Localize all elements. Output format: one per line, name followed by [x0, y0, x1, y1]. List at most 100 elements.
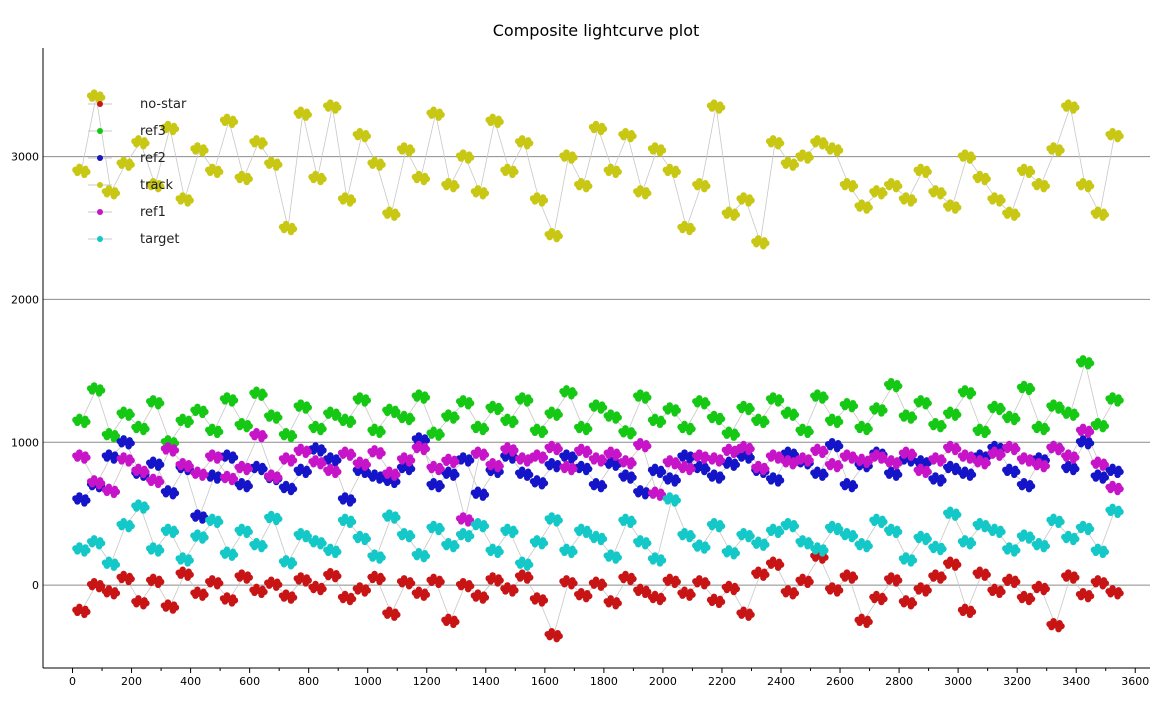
point-no-star	[1075, 590, 1083, 598]
point-ref1	[662, 458, 669, 465]
point-target	[526, 561, 534, 568]
point-ref1	[438, 465, 445, 473]
point-track	[337, 195, 345, 202]
point-ref3	[157, 400, 165, 407]
point-track	[529, 195, 537, 202]
point-ref1	[379, 450, 386, 457]
point-ref3	[514, 395, 522, 402]
point-ref3	[394, 408, 401, 416]
connector-no-star	[553, 582, 569, 636]
point-target	[574, 526, 581, 534]
point-ref3	[72, 416, 79, 424]
connector-track	[331, 106, 348, 200]
point-ref3	[751, 416, 758, 424]
point-ref3	[276, 414, 283, 421]
point-track	[984, 175, 991, 183]
point-target	[630, 518, 637, 526]
point-track	[559, 152, 566, 159]
point-track	[305, 111, 312, 118]
point-ref2	[647, 466, 655, 474]
legend-marker-ref1	[97, 209, 103, 215]
y-tick-label: 2000	[11, 293, 39, 306]
point-ref1	[763, 465, 770, 473]
point-ref2	[618, 472, 625, 479]
connector-target	[110, 524, 127, 564]
point-track	[824, 145, 832, 152]
point-target	[662, 495, 669, 502]
point-no-star	[630, 575, 637, 583]
point-track	[500, 166, 507, 174]
point-ref3	[1075, 358, 1083, 365]
point-ref1	[1073, 454, 1080, 461]
point-ref3	[426, 429, 433, 436]
point-target	[751, 539, 758, 546]
x-tick-label: 600	[239, 675, 260, 688]
point-no-star	[662, 576, 669, 584]
point-track	[202, 147, 209, 154]
point-no-star	[349, 595, 357, 603]
point-ref2	[1061, 463, 1068, 471]
point-ref3	[836, 418, 844, 426]
point-ref1	[987, 449, 994, 456]
point-track	[455, 152, 463, 159]
point-ref3	[810, 392, 817, 399]
point-ref2	[559, 452, 566, 459]
point-ref1	[559, 463, 566, 471]
point-ref1	[748, 445, 755, 453]
point-track	[172, 125, 180, 133]
point-target	[323, 546, 330, 554]
connector-target	[1099, 510, 1115, 551]
point-no-star	[514, 572, 522, 579]
point-ref2	[1014, 468, 1021, 476]
point-no-star	[116, 573, 123, 581]
point-no-star	[411, 589, 419, 596]
point-no-star	[718, 598, 726, 606]
point-track	[514, 138, 522, 145]
point-track	[396, 145, 404, 152]
point-ref3	[556, 411, 563, 418]
point-no-star	[895, 577, 903, 584]
point-ref3	[677, 423, 684, 431]
point-track	[1061, 102, 1068, 109]
point-ref1	[1016, 455, 1024, 462]
point-target	[541, 540, 549, 547]
point-ref3	[1117, 397, 1124, 404]
connector-target	[331, 520, 348, 552]
point-ref3	[352, 395, 360, 402]
point-ref2	[290, 485, 298, 493]
point-ref2	[777, 477, 785, 484]
point-target	[128, 522, 135, 530]
point-track	[485, 116, 492, 124]
point-ref1	[1061, 452, 1068, 459]
point-no-star	[925, 587, 932, 594]
point-ref1	[541, 454, 549, 461]
connector-ref3	[213, 399, 230, 432]
point-target	[943, 509, 950, 516]
point-ref3	[674, 407, 681, 414]
point-ref1	[305, 448, 312, 456]
point-target	[824, 523, 832, 531]
point-target	[84, 547, 91, 554]
point-ref3	[293, 402, 300, 409]
point-ref2	[706, 472, 714, 479]
point-ref1	[131, 466, 138, 474]
point-ref1	[1090, 459, 1098, 466]
point-track	[497, 118, 504, 126]
point-ref3	[940, 422, 947, 430]
point-no-star	[323, 570, 330, 578]
point-no-star	[940, 574, 947, 581]
point-target	[586, 528, 593, 536]
point-ref3	[618, 428, 625, 435]
point-ref2	[160, 488, 168, 495]
point-ref1	[854, 456, 861, 464]
point-track	[544, 230, 551, 238]
point-ref1	[677, 463, 684, 471]
point-no-star	[645, 588, 652, 596]
connector-ref2	[199, 476, 215, 517]
connector-track	[479, 120, 496, 193]
point-target	[231, 551, 239, 558]
point-target	[615, 554, 622, 561]
point-target	[677, 530, 684, 538]
point-target	[1016, 532, 1024, 539]
point-no-star	[692, 578, 699, 585]
